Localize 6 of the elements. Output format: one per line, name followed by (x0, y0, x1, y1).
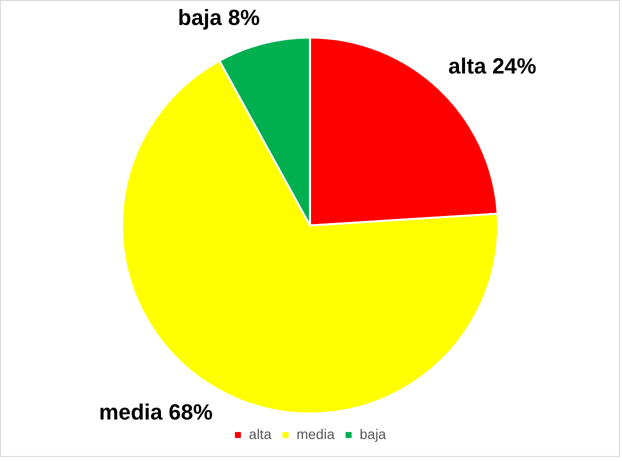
data-label: media 68% (98, 400, 213, 425)
data-label: baja 8% (178, 4, 260, 30)
data-label: alta 24% (448, 53, 536, 78)
legend-label: media (296, 426, 335, 442)
legend-label: alta (248, 426, 272, 442)
legend-label: baja (360, 426, 386, 442)
